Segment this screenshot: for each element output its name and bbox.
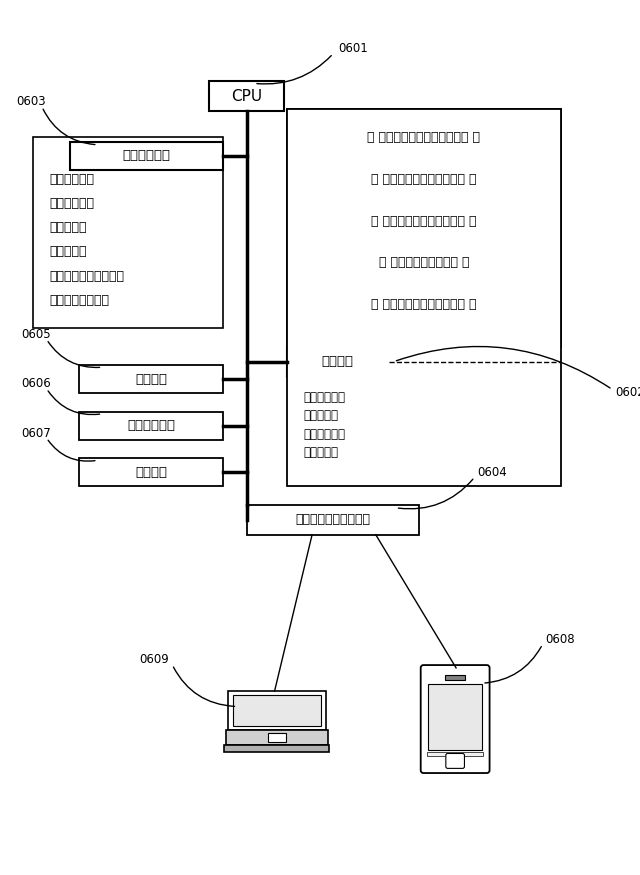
Text: 0605: 0605: [21, 328, 51, 341]
Text: 二次記憶装置: 二次記憶装置: [123, 150, 171, 163]
Text: ・広告情報: ・広告情報: [303, 446, 339, 459]
Text: 0603: 0603: [16, 95, 45, 108]
FancyBboxPatch shape: [420, 665, 490, 773]
Bar: [209, 81, 284, 111]
Bar: [224, 745, 330, 752]
Text: ・要通知情報: ・要通知情報: [303, 390, 346, 403]
Text: 0607: 0607: [21, 427, 51, 440]
Text: （ 広告提示制御プログラム ）: （ 広告提示制御プログラム ）: [371, 298, 477, 311]
Text: （ 乗員態様判別プログラム ）: （ 乗員態様判別プログラム ）: [371, 172, 477, 186]
Bar: [226, 730, 328, 745]
Bar: [233, 695, 321, 725]
Bar: [33, 137, 223, 328]
Text: 0606: 0606: [21, 377, 51, 390]
Bar: [246, 505, 419, 535]
Text: （ 広告情報取得プログラム ）: （ 広告情報取得プログラム ）: [371, 214, 477, 228]
Text: ディスプレイ: ディスプレイ: [127, 419, 175, 432]
Bar: [287, 109, 561, 487]
Text: 0604: 0604: [477, 466, 508, 479]
Text: ・各種プログラム: ・各種プログラム: [49, 294, 109, 307]
Text: スピーカ: スピーカ: [135, 466, 167, 479]
Text: 0608: 0608: [545, 633, 575, 646]
Bar: [79, 366, 223, 393]
Text: 0609: 0609: [140, 654, 170, 667]
Text: ・検知データ: ・検知データ: [49, 172, 94, 186]
Bar: [428, 683, 482, 750]
Text: CPU: CPU: [231, 89, 262, 104]
Text: ・乗員態様: ・乗員態様: [49, 221, 87, 234]
Text: ・検知データ: ・検知データ: [303, 428, 346, 441]
Text: （ 要通知情報取得プログラム ）: （ 要通知情報取得プログラム ）: [367, 131, 481, 144]
Text: 0601: 0601: [338, 42, 367, 55]
Text: ・広告情報: ・広告情報: [49, 245, 87, 258]
Text: 検知手段: 検知手段: [135, 373, 167, 386]
Text: ・提示制御プログラム: ・提示制御プログラム: [49, 270, 124, 283]
Bar: [79, 412, 223, 440]
Text: 通信インターフェース: 通信インターフェース: [295, 514, 371, 527]
Text: ・要通知情報: ・要通知情報: [49, 197, 94, 210]
Text: 0602: 0602: [615, 386, 640, 399]
Bar: [70, 142, 223, 170]
Bar: [287, 109, 561, 346]
Bar: [287, 346, 389, 376]
Text: ・乗員態様: ・乗員態様: [303, 410, 339, 422]
Bar: [428, 752, 483, 756]
Bar: [79, 458, 223, 486]
FancyBboxPatch shape: [446, 753, 465, 768]
Bar: [228, 691, 326, 730]
Text: 主メモリ: 主メモリ: [322, 355, 354, 368]
Bar: [445, 676, 465, 680]
Bar: [268, 733, 286, 742]
Text: （ 提示制御プログラム ）: （ 提示制御プログラム ）: [379, 256, 469, 270]
